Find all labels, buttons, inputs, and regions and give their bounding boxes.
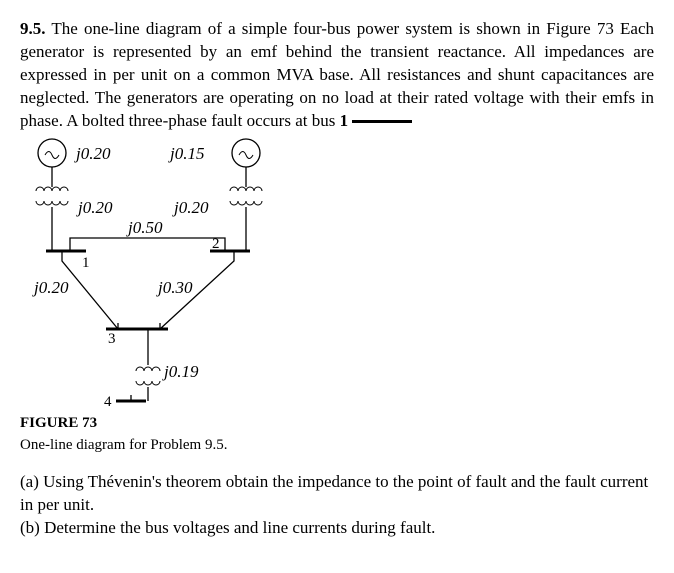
diagram-svg: j0.20j0.20j0.15j0.201234j0.50j0.20j0.30j…: [20, 133, 280, 413]
part-a: (a) Using Thévenin's theorem obtain the …: [20, 471, 654, 517]
underline-accent: [352, 120, 412, 123]
svg-text:j0.50: j0.50: [126, 218, 163, 237]
problem-number: 9.5.: [20, 19, 46, 38]
figure-caption-subtitle: One-line diagram for Problem 9.5.: [20, 435, 654, 455]
svg-text:3: 3: [108, 331, 116, 347]
problem-body: The one-line diagram of a simple four-bu…: [20, 19, 654, 130]
svg-text:j0.15: j0.15: [168, 144, 204, 163]
svg-text:4: 4: [104, 394, 112, 410]
svg-text:j0.20: j0.20: [76, 198, 113, 217]
svg-text:j0.19: j0.19: [162, 362, 199, 381]
svg-text:j0.20: j0.20: [172, 198, 209, 217]
figure-caption-title: FIGURE 73: [20, 413, 654, 433]
svg-text:j0.30: j0.30: [156, 278, 193, 297]
svg-text:j0.20: j0.20: [74, 144, 111, 163]
figure-caption: FIGURE 73 One-line diagram for Problem 9…: [20, 413, 654, 456]
one-line-diagram: j0.20j0.20j0.15j0.201234j0.50j0.20j0.30j…: [20, 133, 654, 413]
problem-statement: 9.5. The one-line diagram of a simple fo…: [20, 18, 654, 133]
svg-text:j0.20: j0.20: [32, 278, 69, 297]
fault-bus: 1: [340, 111, 349, 130]
svg-text:1: 1: [82, 255, 90, 271]
problem-parts: (a) Using Thévenin's theorem obtain the …: [20, 471, 654, 540]
part-b: (b) Determine the bus voltages and line …: [20, 517, 654, 540]
